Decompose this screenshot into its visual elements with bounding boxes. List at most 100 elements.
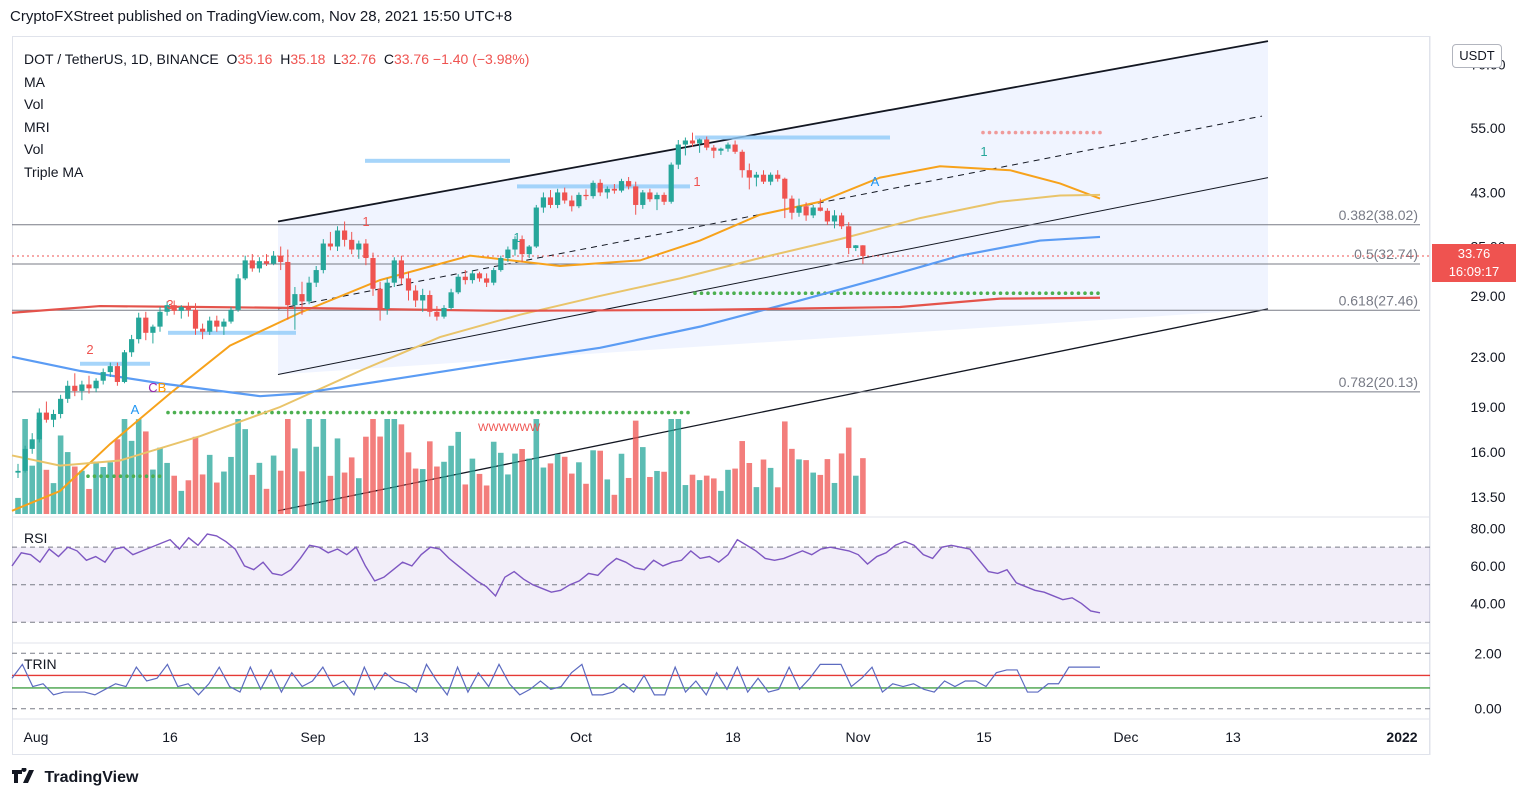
wave-label: B: [158, 380, 167, 395]
candle-body: [555, 192, 561, 205]
support-dots: [1076, 291, 1081, 296]
zone-highlight: [168, 330, 296, 335]
support-dots: [1057, 291, 1061, 296]
wave-label: C: [148, 380, 157, 395]
support-dots: [205, 410, 209, 415]
volume-bar: [214, 482, 220, 514]
volume-bar: [853, 475, 859, 514]
trin-pane-label[interactable]: TRIN: [24, 656, 57, 672]
ohlc-high-label: H: [280, 51, 291, 67]
volume-bar: [50, 483, 57, 514]
candle-body: [661, 194, 667, 202]
volume-bar: [561, 456, 568, 514]
resistance-dots: [1000, 130, 1005, 135]
currency-button[interactable]: USDT: [1452, 44, 1502, 68]
volume-bar: [746, 463, 753, 514]
chart-legend: DOT / TetherUS, 1D, BINANCE O35.16 H35.1…: [24, 48, 529, 184]
volume-bar: [128, 440, 135, 514]
volume-bar: [519, 449, 525, 514]
support-dots: [1005, 291, 1009, 296]
support-dots: [151, 474, 155, 479]
volume-bar: [441, 461, 447, 514]
channel-layer: [80, 40, 1269, 512]
volume-bar: [576, 462, 582, 514]
support-dots: [666, 410, 671, 415]
support-dots: [491, 410, 495, 415]
resistance-dots: [1078, 130, 1083, 135]
volume-bar: [363, 436, 369, 514]
symbol-title[interactable]: DOT / TetherUS, 1D, BINANCE: [24, 51, 219, 67]
x-tick-label: 16: [162, 729, 178, 745]
support-dots: [504, 410, 508, 415]
legend-indicator-triple-ma[interactable]: Triple MA: [24, 163, 84, 180]
candle-body: [753, 174, 759, 178]
zone-highlight: [517, 184, 690, 189]
legend-indicator-mri[interactable]: MRI: [24, 118, 50, 135]
support-dots: [940, 291, 944, 296]
resistance-dots: [981, 130, 985, 135]
y-tick-label: 29.00: [1470, 288, 1505, 304]
candle-body: [739, 151, 745, 171]
candle-body: [43, 412, 49, 420]
volume-bar: [434, 466, 440, 514]
legend-indicator-vol-2[interactable]: Vol: [24, 141, 44, 158]
support-dots: [328, 410, 333, 415]
support-dots: [510, 410, 515, 415]
volume-bar: [590, 450, 596, 514]
support-dots: [614, 410, 619, 415]
support-dots: [920, 291, 925, 296]
volume-bar: [306, 419, 312, 514]
support-dots: [1083, 291, 1087, 296]
ohlc-open-label: O: [226, 51, 238, 67]
ohlc-high-value: 35.18: [290, 51, 326, 67]
support-dots: [979, 291, 983, 296]
candle-body: [760, 174, 767, 182]
volume-bar: [618, 453, 625, 514]
volume-bar: [235, 419, 241, 514]
support-dots: [888, 291, 892, 296]
support-dots: [855, 291, 860, 296]
candle-layer: [15, 132, 866, 479]
fib-label: 0.382(38.02): [1339, 207, 1418, 223]
candle-body: [327, 243, 333, 247]
candle-body: [853, 245, 859, 249]
ma-200: [11, 296, 1101, 314]
support-dots: [296, 410, 300, 415]
support-dots: [914, 291, 918, 296]
volume-bar: [817, 474, 824, 514]
x-tick-label: 18: [725, 729, 741, 745]
support-dots: [172, 410, 177, 415]
volume-bar: [277, 470, 284, 514]
candle-body: [136, 317, 142, 340]
support-dots: [105, 474, 110, 479]
channel-fill: [278, 41, 1268, 375]
support-dots: [751, 291, 756, 296]
candle-body: [604, 188, 610, 193]
resistance-dots: [1013, 130, 1018, 135]
rsi-pane-label[interactable]: RSI: [24, 530, 48, 546]
support-dots: [192, 410, 196, 415]
candle-body: [65, 385, 71, 399]
tradingview-footer[interactable]: TradingView: [12, 767, 138, 787]
legend-indicator-vol[interactable]: Vol: [24, 96, 44, 113]
legend-indicator-ma[interactable]: MA: [24, 73, 45, 90]
candle-body: [775, 174, 781, 179]
volume-bar: [292, 448, 298, 514]
support-dots: [621, 410, 625, 415]
rsi-band: [12, 547, 1430, 623]
support-dots: [699, 291, 704, 296]
ohlc-close-label: C: [383, 51, 394, 67]
last-price-value: 33.76: [1457, 246, 1491, 261]
support-dots: [784, 291, 788, 296]
support-dots: [244, 410, 248, 415]
volume-bar: [427, 441, 433, 514]
publisher-header: CryptoFXStreet published on TradingView.…: [10, 8, 513, 25]
volume-bar: [107, 462, 114, 514]
ohlc-high: H35.18: [276, 51, 325, 67]
candle-body: [36, 412, 42, 440]
support-dots: [1044, 291, 1048, 296]
support-dots: [354, 410, 359, 415]
support-dots: [144, 474, 149, 479]
candle-body: [263, 261, 270, 264]
